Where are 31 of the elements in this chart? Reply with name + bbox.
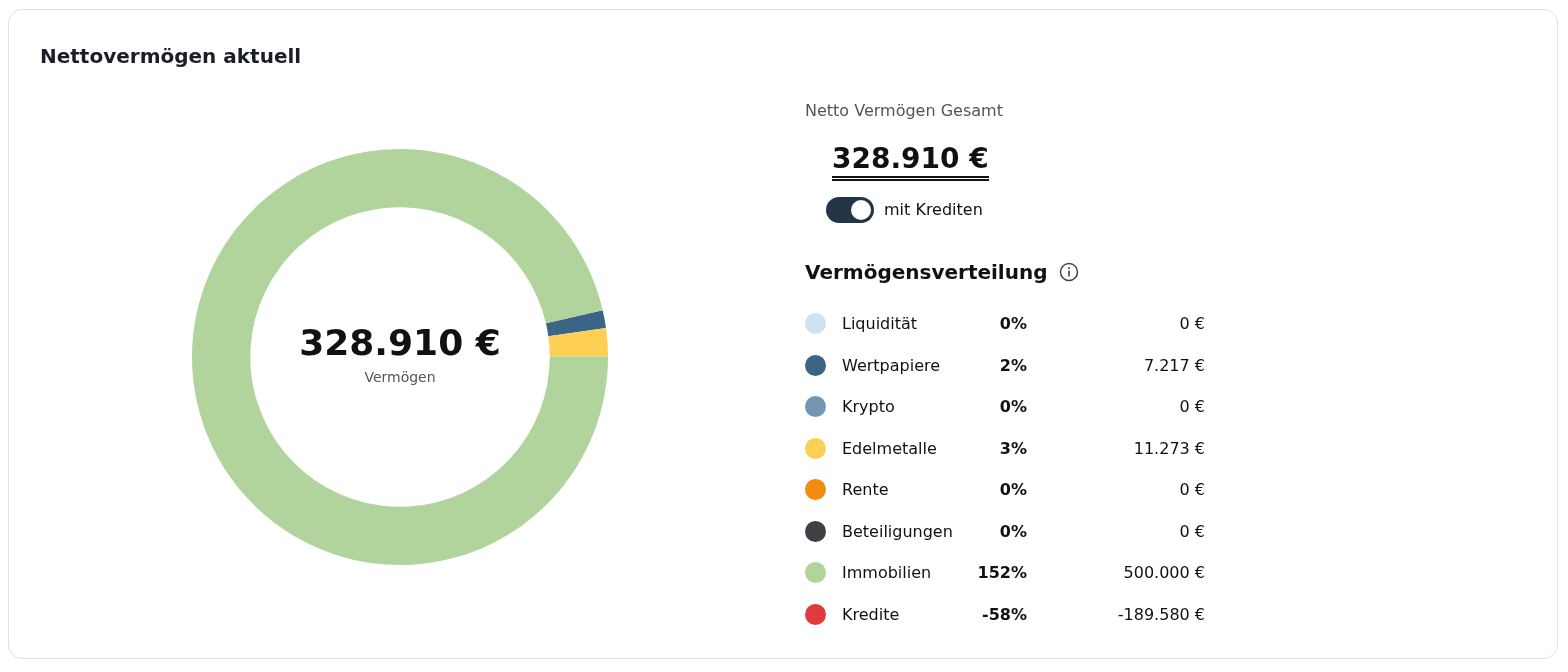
text: 328.910 €: [832, 142, 989, 181]
legend-label: Liquidität: [842, 314, 918, 333]
chart-title: Nettovermögen aktuell: [40, 44, 302, 68]
text: 0 €: [1179, 397, 1205, 416]
legend-label: Beteiligungen: [842, 521, 953, 541]
text: 152%: [977, 563, 1027, 582]
text: Vermögen: [363, 369, 437, 385]
text: 0%: [999, 480, 1027, 499]
data-label: 7.217 €: [1142, 355, 1205, 375]
data-label: 11.273 €: [1132, 438, 1205, 458]
text: 0 €: [1179, 314, 1205, 333]
legend-label: Krypto: [842, 397, 895, 416]
text: Netto Vermögen Gesamt: [805, 101, 1003, 120]
legend-label: Kredite: [842, 604, 900, 624]
text: -58%: [982, 604, 1027, 624]
legend-label: Wertpapiere: [842, 355, 941, 375]
data-label: 500.000 €: [1122, 563, 1205, 582]
text: 0 €: [1179, 521, 1205, 541]
legend-label: Edelmetalle: [842, 438, 937, 458]
text: 0%: [999, 314, 1027, 333]
text: 0%: [999, 397, 1027, 416]
text: 0%: [999, 521, 1027, 541]
legend-title: Vermögensverteilung: [805, 260, 1048, 284]
text: 0 €: [1179, 480, 1205, 499]
text: -189.580 €: [1117, 604, 1205, 624]
text: 3%: [999, 438, 1027, 458]
text: mit Krediten: [884, 200, 983, 219]
text: 328.910 €: [298, 322, 502, 363]
text: 2%: [999, 355, 1027, 375]
legend-label: Immobilien: [842, 563, 932, 582]
legend-label: Rente: [842, 480, 889, 499]
